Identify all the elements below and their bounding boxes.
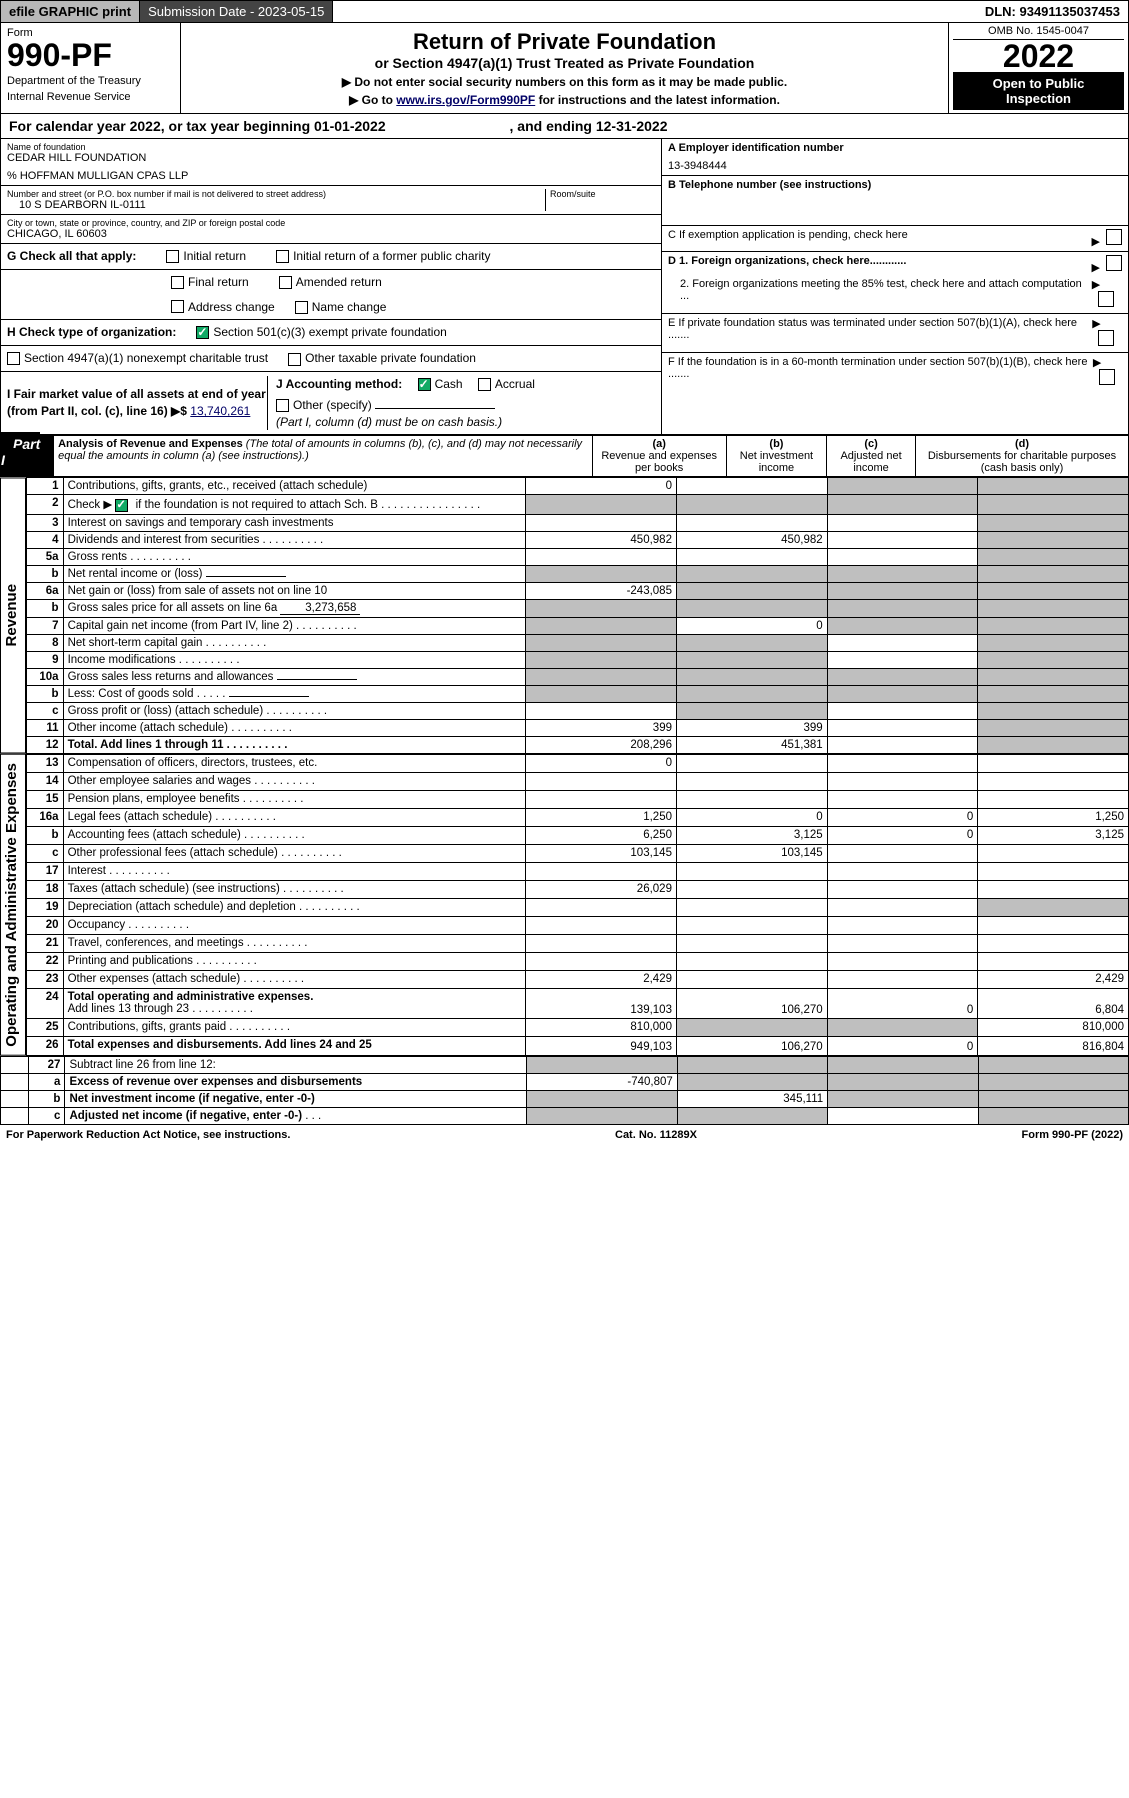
instr-ssn: ▶ Do not enter social security numbers o… [187,75,942,89]
revenue-side-label: Revenue [0,477,26,753]
dept-treasury: Department of the Treasury [7,75,174,87]
final-return-checkbox[interactable] [171,276,184,289]
f-label: F If the foundation is in a 60-month ter… [668,356,1093,380]
paperwork-notice: For Paperwork Reduction Act Notice, see … [6,1129,290,1141]
cash-checkbox[interactable] [418,378,431,391]
addr-label: Number and street (or P.O. box number if… [7,189,545,199]
h-label: H Check type of organization: [7,324,176,341]
instr-2b: for instructions and the latest informat… [535,93,780,107]
form-ref: Form 990-PF (2022) [1022,1129,1123,1141]
other-method-checkbox[interactable] [276,399,289,412]
city-label: City or town, state or province, country… [7,218,655,228]
amended-checkbox[interactable] [279,276,292,289]
d1-checkbox[interactable] [1106,255,1122,271]
phone-label: B Telephone number (see instructions) [668,179,871,191]
page-footer: For Paperwork Reduction Act Notice, see … [0,1125,1129,1145]
schb-checkbox[interactable] [115,499,128,512]
e-checkbox[interactable] [1098,330,1114,346]
submission-date: Submission Date - 2023-05-15 [140,1,333,22]
top-bar: efile GRAPHIC print Submission Date - 20… [0,0,1129,23]
d2-label: 2. Foreign organizations meeting the 85%… [668,278,1092,302]
form-title: Return of Private Foundation [187,29,942,55]
ein-label: A Employer identification number [668,142,844,154]
address: 10 S DEARBORN IL-0111 [7,199,545,211]
care-of: % HOFFMAN MULLIGAN CPAS LLP [7,170,655,182]
e-label: E If private foundation status was termi… [668,317,1092,341]
d1-label: D 1. Foreign organizations, check here..… [668,255,906,267]
instr-link-row: ▶ Go to www.irs.gov/Form990PF for instru… [187,93,942,107]
expenses-side-label: Operating and Administrative Expenses [0,754,26,1056]
other-taxable-checkbox[interactable] [288,353,301,366]
cat-no: Cat. No. 11289X [615,1129,697,1141]
efile-label[interactable]: efile GRAPHIC print [1,1,140,22]
open-public: Open to Public Inspection [953,72,1124,110]
c-label: C If exemption application is pending, c… [668,229,908,241]
city-state-zip: CHICAGO, IL 60603 [7,228,655,240]
instr-2a: ▶ Go to [349,93,396,107]
f-checkbox[interactable] [1099,369,1115,385]
fmv-amount[interactable]: 13,740,261 [190,404,250,418]
c-checkbox[interactable] [1106,229,1122,245]
foundation-name: CEDAR HILL FOUNDATION [7,152,655,164]
form-subtitle: or Section 4947(a)(1) Trust Treated as P… [187,55,942,71]
name-change-checkbox[interactable] [295,301,308,314]
room-label: Room/suite [550,189,655,199]
form990pf-link[interactable]: www.irs.gov/Form990PF [396,93,535,107]
foundation-info: Name of foundation CEDAR HILL FOUNDATION… [0,139,1129,435]
j-note: (Part I, column (d) must be on cash basi… [276,414,655,431]
part1-title: Analysis of Revenue and Expenses [58,438,243,450]
form-header: Form 990-PF Department of the Treasury I… [0,23,1129,114]
name-label: Name of foundation [7,142,655,152]
ein: 13-3948444 [668,160,1122,172]
501c3-checkbox[interactable] [196,326,209,339]
part1-label: Part I [1,432,40,472]
initial-return-checkbox[interactable] [166,250,179,263]
accrual-checkbox[interactable] [478,378,491,391]
irs: Internal Revenue Service [7,91,174,103]
tax-year: 2022 [953,40,1124,72]
dln: DLN: 93491135037453 [977,1,1128,22]
initial-former-checkbox[interactable] [276,250,289,263]
j-label: J Accounting method: [276,377,402,391]
4947-checkbox[interactable] [7,352,20,365]
address-change-checkbox[interactable] [171,300,184,313]
form-number: 990-PF [7,39,174,71]
d2-checkbox[interactable] [1098,291,1114,307]
part1-table: Part I Analysis of Revenue and Expenses … [0,435,1129,477]
calendar-year: For calendar year 2022, or tax year begi… [0,114,1129,139]
g-label: G Check all that apply: [7,248,136,265]
